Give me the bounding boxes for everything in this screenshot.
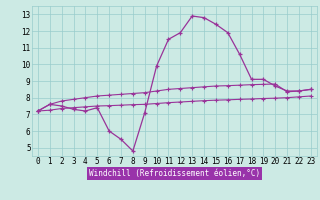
X-axis label: Windchill (Refroidissement éolien,°C): Windchill (Refroidissement éolien,°C)	[89, 169, 260, 178]
